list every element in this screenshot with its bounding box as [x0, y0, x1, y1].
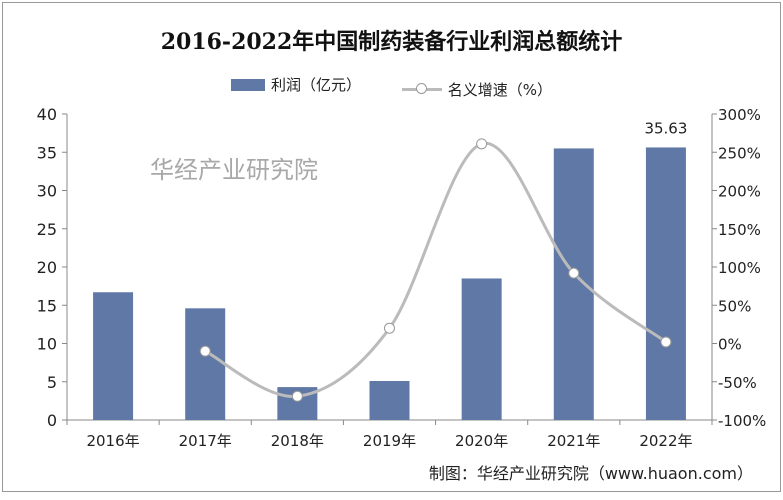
- y-tick-label-left: 20: [37, 258, 57, 277]
- bar-2020年: [461, 278, 502, 420]
- growth-point: [476, 138, 488, 150]
- legend-swatch-bar: [230, 78, 265, 91]
- chart-title: 2016-2022年中国制药装备行业利润总额统计: [160, 29, 623, 55]
- bar-2019年: [369, 380, 410, 420]
- bar-2021年: [553, 148, 594, 421]
- y-tick-label-left: 15: [37, 296, 57, 315]
- legend-item-profit: 利润（亿元）: [230, 74, 361, 95]
- growth-point: [384, 322, 395, 334]
- watermark: 华经产业研究院: [150, 156, 318, 184]
- data-label: 35.63: [644, 119, 687, 137]
- bar-2016年: [93, 292, 134, 420]
- x-tick-label: 2019年: [363, 432, 416, 450]
- source-note: 制图：华经产业研究院（www.huaon.com）: [428, 464, 753, 483]
- x-tick-label: 2016年: [86, 432, 139, 450]
- y-tick-label-right: -100%: [718, 412, 766, 430]
- y-tick-label-right: 150%: [718, 221, 761, 239]
- y-tick-label-left: 10: [37, 335, 57, 354]
- y-tick-label-right: 0%: [718, 336, 742, 354]
- y-tick-label-right: 200%: [718, 183, 761, 201]
- x-tick-label: 2020年: [455, 432, 508, 450]
- y-tick-label-right: -50%: [718, 374, 757, 392]
- bar-2017年: [185, 308, 226, 420]
- bar-2022年: [645, 147, 686, 421]
- x-tick-label: 2017年: [179, 432, 232, 450]
- legend: 利润（亿元） 名义增速（%）: [0, 74, 783, 100]
- y-tick-label-right: 100%: [718, 259, 761, 277]
- y-tick-label-left: 5: [47, 373, 57, 392]
- growth-point: [568, 267, 580, 279]
- y-tick-label-right: 300%: [718, 106, 761, 124]
- y-tick-label-left: 0: [47, 411, 57, 430]
- y-tick-label-right: 250%: [718, 144, 761, 162]
- y-tick-label-left: 40: [37, 105, 57, 124]
- x-tick-label: 2022年: [639, 432, 692, 450]
- chart-frame: [2, 2, 781, 492]
- legend-swatch-line: [401, 82, 442, 94]
- x-tick-label: 2018年: [271, 432, 324, 450]
- y-tick-label-left: 35: [37, 143, 57, 162]
- y-tick-label-right: 50%: [718, 297, 751, 315]
- growth-point: [660, 336, 672, 348]
- legend-label: 利润（亿元）: [270, 76, 361, 94]
- growth-point: [291, 390, 303, 402]
- growth-point: [199, 345, 211, 357]
- y-tick-label-left: 30: [37, 182, 57, 201]
- legend-item-growth: 名义增速（%）: [401, 79, 553, 100]
- y-tick-label-left: 25: [37, 220, 57, 239]
- legend-label: 名义增速（%）: [447, 80, 553, 99]
- x-tick-label: 2021年: [547, 432, 600, 450]
